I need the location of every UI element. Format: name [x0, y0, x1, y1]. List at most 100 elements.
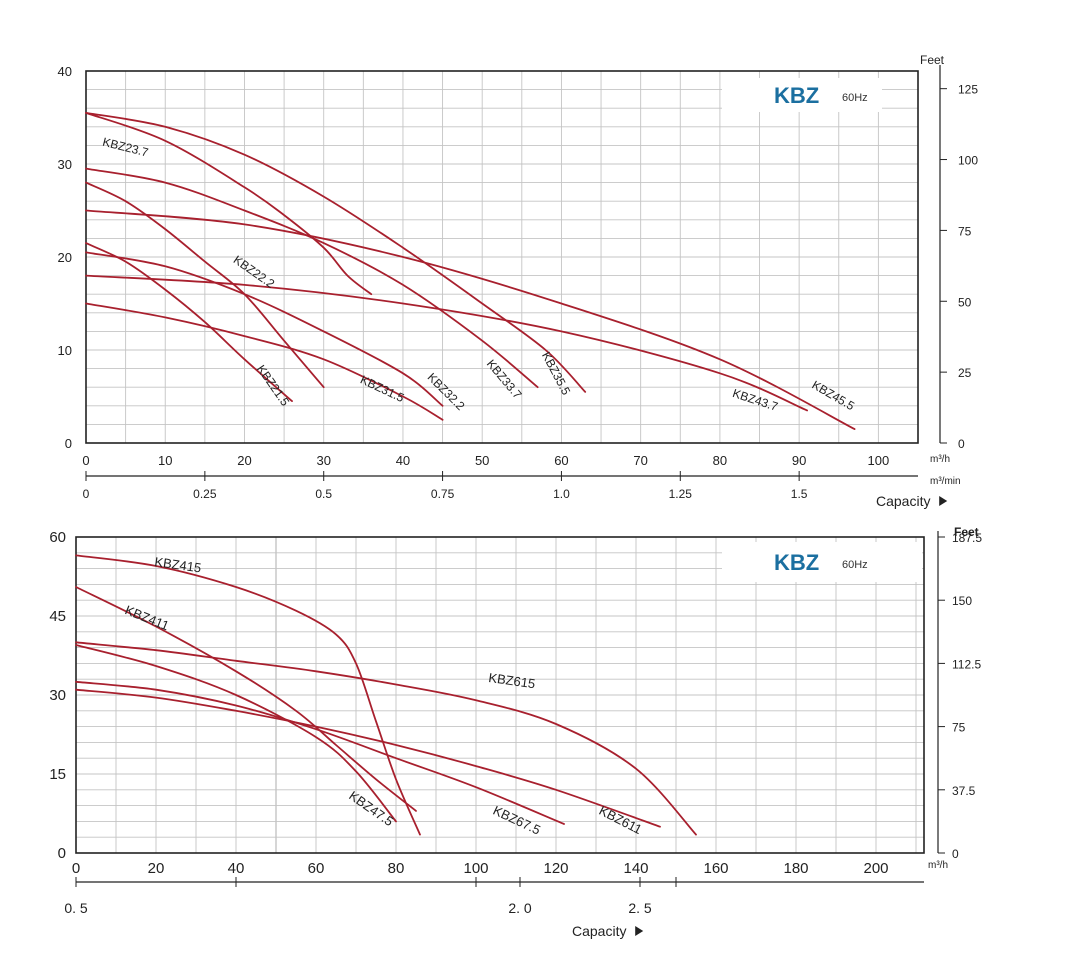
feet-axis-unit: Feet: [954, 525, 979, 539]
performance-curves: [85, 112, 856, 430]
secondary-axis-label: 0.5: [315, 487, 332, 501]
curve-label-kbz21-5: KBZ21.5: [254, 362, 292, 409]
curve-kbz23-7: [85, 112, 373, 296]
brand-box: [722, 542, 922, 582]
x-tick-label: 20: [148, 860, 165, 877]
curve-kbz32-2: [85, 251, 444, 407]
curve-label-kbz31-5: KBZ31.5: [358, 373, 407, 406]
x-tick-label: 100: [463, 860, 488, 877]
secondary-axis-label: 1.25: [669, 487, 693, 501]
secondary-axis-label: 2. 0: [508, 900, 532, 916]
feet-tick-label: 0: [952, 847, 959, 861]
x-unit-label: m³/h: [930, 454, 950, 465]
frequency-label: 60Hz: [842, 559, 868, 571]
y-tick-label: 0: [58, 845, 66, 862]
x-tick-label: 40: [396, 453, 410, 468]
capacity-arrow-icon: [635, 926, 644, 936]
x-tick-label: 10: [158, 453, 172, 468]
feet-axis-unit: Feet: [920, 53, 945, 67]
x-tick-label: 0: [72, 860, 80, 877]
curve-label-kbz415: KBZ415: [154, 554, 203, 575]
secondary-axis-label: 0. 5: [64, 900, 88, 916]
y-tick-label: 45: [49, 608, 66, 625]
curve-kbz21-5: [85, 242, 293, 402]
y-tick-label: 0: [65, 436, 72, 451]
feet-tick-label: 125: [958, 83, 978, 97]
feet-tick-label: 37.5: [952, 784, 976, 798]
x-tick-label: 80: [388, 860, 405, 877]
secondary-axis-label: 2. 5: [628, 900, 652, 916]
x-tick-label: 180: [783, 860, 808, 877]
x-tick-label: 80: [713, 453, 727, 468]
feet-tick-label: 112.5: [952, 657, 981, 671]
y-tick-label: 30: [58, 157, 72, 172]
x-tick-label: 200: [863, 860, 888, 877]
curve-kbz67-5: [75, 680, 565, 825]
curve-kbz611: [75, 688, 661, 828]
feet-tick-label: 100: [958, 154, 978, 168]
plot-frame: [85, 70, 919, 444]
x-tick-label: 50: [475, 453, 489, 468]
curve-kbz47-5: [75, 644, 397, 823]
x-tick-label: 160: [703, 860, 728, 877]
secondary-axis-label: 0: [83, 487, 90, 501]
curve-kbz615: [75, 641, 697, 836]
performance-curves: [75, 554, 697, 836]
brand-box: [722, 78, 882, 112]
x-tick-label: 60: [554, 453, 568, 468]
plot-grid: [76, 537, 924, 853]
x-tick-label: 40: [228, 860, 245, 877]
curve-label-kbz611: KBZ611: [597, 803, 645, 837]
capacity-arrow-icon: [939, 496, 948, 506]
curve-label-kbz32-2: KBZ32.2: [425, 370, 468, 413]
curve-kbz43-7: [85, 274, 808, 412]
feet-tick-label: 187.5: [952, 531, 982, 545]
x-tick-label: 70: [633, 453, 647, 468]
curve-label-kbz33-7: KBZ33.7: [484, 357, 525, 402]
x-tick-label: 120: [543, 860, 568, 877]
feet-tick-label: 0: [958, 437, 965, 451]
secondary-axis-label: 1.0: [553, 487, 570, 501]
kbz-performance-chart-bottom: KBZ 60Hz 0 15 30 45 60 0 20 40 60 80 100 120 140 160 180…: [49, 525, 982, 939]
curve-label-kbz411: KBZ411: [123, 602, 171, 633]
y-tick-label: 20: [58, 250, 72, 265]
curve-kbz411: [75, 586, 417, 812]
x-tick-label: 60: [308, 860, 325, 877]
capacity-axis-title: Capacity: [876, 493, 930, 509]
curve-kbz45-5: [85, 209, 856, 430]
curve-kbz35-5: [85, 112, 587, 393]
secondary-axis-label: 1.5: [791, 487, 808, 501]
feet-tick-label: 150: [952, 594, 972, 608]
frequency-label: 60Hz: [842, 92, 868, 104]
x-tick-label: 100: [868, 453, 890, 468]
x-tick-label: 90: [792, 453, 806, 468]
y-tick-label: 40: [58, 64, 72, 79]
y-tick-label: 15: [49, 766, 66, 783]
curve-label-kbz43-7: KBZ43.7: [731, 386, 780, 414]
kbz-performance-chart-top: KBZ 60Hz 0 10 20 30 40 0 10 20 30 40 50 60 70 80 90 100 m³…: [58, 53, 979, 509]
capacity-axis-title: Capacity: [572, 923, 626, 939]
feet-tick-label: 25: [958, 366, 972, 380]
x-tick-label: 30: [316, 453, 330, 468]
y-tick-label: 10: [58, 343, 72, 358]
curve-label-kbz615: KBZ615: [488, 670, 537, 691]
curve-kbz415: [75, 554, 421, 836]
curve-label-kbz47-5: KBZ47.5: [346, 788, 396, 829]
x-tick-label: 20: [237, 453, 251, 468]
curve-kbz33-7: [85, 167, 539, 389]
y-tick-label: 60: [49, 529, 66, 546]
feet-tick-label: 75: [952, 721, 966, 735]
brand-name: KBZ: [774, 83, 819, 108]
curve-kbz31-5: [85, 302, 444, 421]
x-tick-label: 140: [623, 860, 648, 877]
curve-kbz22-2: [85, 181, 325, 389]
x-tick-label: 0: [82, 453, 89, 468]
secondary-axis-unit: m³/min: [930, 476, 961, 487]
y-tick-label: 30: [49, 687, 66, 704]
brand-name: KBZ: [774, 550, 819, 575]
secondary-axis-label: 0.75: [431, 487, 455, 501]
plot-frame: [75, 536, 925, 854]
secondary-axis-label: 0.25: [193, 487, 217, 501]
feet-tick-label: 50: [958, 295, 972, 309]
